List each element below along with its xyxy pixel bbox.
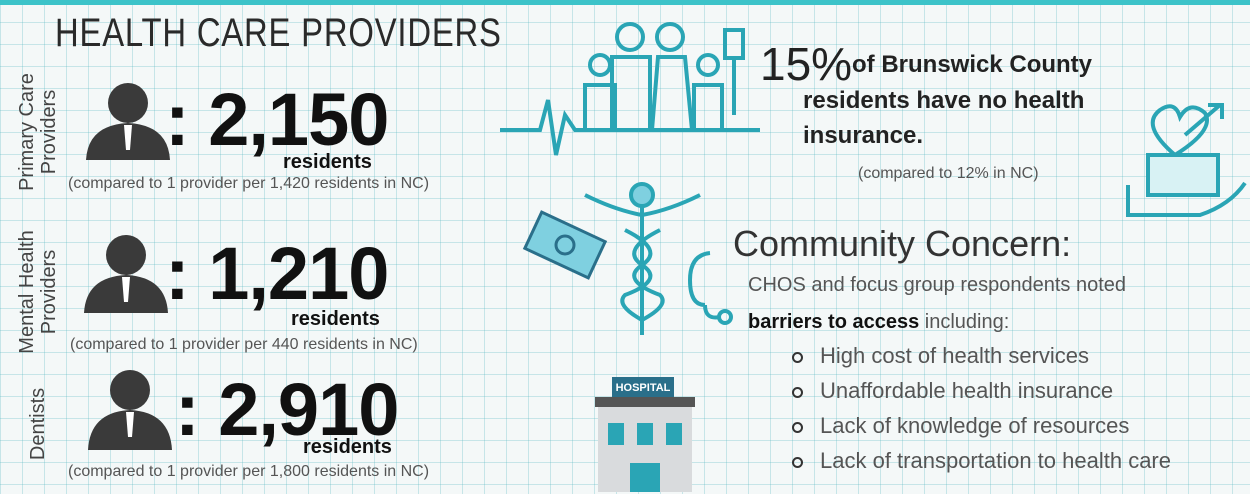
heart-hand-icon (1128, 105, 1245, 215)
bullet-list: High cost of health services Unaffordabl… (790, 343, 1171, 483)
insurance-text: residents have no health (803, 87, 1084, 115)
caduceus-icon (585, 184, 731, 335)
hospital-icon: HOSPITAL (595, 377, 695, 492)
bullet: Unaffordable health insurance (790, 378, 1171, 413)
label-line: Mental Health (16, 230, 38, 353)
emphasis: barriers to access (748, 311, 919, 333)
comparison: (compared to 1 provider per 440 resident… (70, 336, 418, 354)
insurance-text: of Brunswick County (852, 51, 1092, 79)
label-line: Providers (38, 250, 60, 334)
bullet: Lack of knowledge of resources (790, 413, 1171, 448)
concern-intro-end: including: (925, 311, 1010, 333)
infographic: HOSPITAL HEALTH CARE PROVIDERS Primary C… (0, 0, 1250, 487)
title: HEALTH CARE PROVIDERS (55, 11, 502, 56)
comparison: (compared to 1 provider per 1,420 reside… (68, 175, 429, 193)
concern-line: barriers to access including: (748, 311, 1009, 334)
concern-intro: CHOS and focus group respondents noted (748, 274, 1126, 297)
insurance-text: insurance. (803, 122, 923, 150)
money-icon (525, 212, 605, 278)
label-line: Providers (38, 90, 60, 174)
comparison: (compared to 1 provider per 1,800 reside… (68, 463, 429, 481)
percent: 15% (760, 37, 852, 91)
ratio: : 2,150 (165, 77, 388, 162)
hospital-sign: HOSPITAL (616, 382, 671, 394)
ratio: : 1,210 (165, 231, 388, 316)
label-line: Primary Care (16, 73, 38, 191)
bullet: Lack of transportation to health care (790, 448, 1171, 483)
unit: residents (283, 151, 372, 174)
unit: residents (291, 308, 380, 331)
concern-title: Community Concern: (733, 223, 1071, 265)
comparison: (compared to 12% in NC) (858, 165, 1039, 183)
family-icon (500, 24, 760, 155)
unit: residents (303, 436, 392, 459)
bullet: High cost of health services (790, 343, 1171, 378)
provider-label: Dentists (27, 354, 49, 494)
label-line: Dentists (27, 388, 49, 460)
